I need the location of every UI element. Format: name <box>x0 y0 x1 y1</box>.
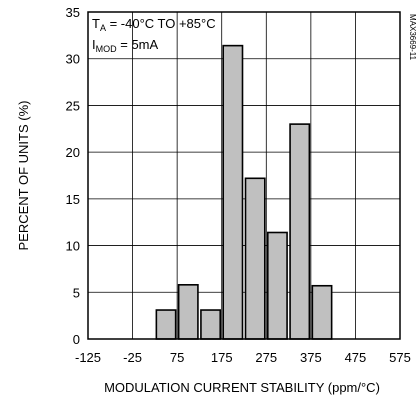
histogram-bar <box>266 231 288 340</box>
y-tick-label: 30 <box>66 52 80 67</box>
temperature-annotation: TA = -40°C TO +85°C <box>92 16 216 33</box>
y-axis-title: PERCENT OF UNITS (%) <box>16 101 31 251</box>
x-tick-label: 275 <box>255 350 277 365</box>
grid-lines <box>88 12 400 339</box>
histogram-bar <box>177 284 199 340</box>
histogram-bar <box>200 309 222 340</box>
x-tick-label: 175 <box>211 350 233 365</box>
part-number-label: MAX3669-11 <box>408 14 417 61</box>
x-tick-label: -125 <box>75 350 101 365</box>
histogram-bar <box>244 177 266 340</box>
x-tick-label: 475 <box>345 350 367 365</box>
modulation-current-annotation: IMOD = 5mA <box>92 37 158 54</box>
y-tick-label: 35 <box>66 5 80 20</box>
y-tick-labels: 0 5 10 15 20 25 30 35 <box>66 5 80 347</box>
x-axis-title: MODULATION CURRENT STABILITY (ppm/°C) <box>104 380 380 395</box>
x-tick-labels: -125 -25 75 175 275 375 475 575 <box>75 350 411 365</box>
y-tick-label: 5 <box>73 285 80 300</box>
y-tick-label: 10 <box>66 239 80 254</box>
histogram-bar <box>289 123 311 340</box>
histogram-bar <box>155 309 177 340</box>
x-tick-label: 75 <box>170 350 184 365</box>
x-tick-label: -25 <box>123 350 142 365</box>
y-tick-label: 20 <box>66 145 80 160</box>
plot-frame <box>87 11 401 340</box>
histogram-bar <box>222 44 244 340</box>
y-tick-label: 0 <box>73 332 80 347</box>
histogram-bar <box>311 284 333 340</box>
x-tick-label: 575 <box>389 350 411 365</box>
x-tick-label: 375 <box>300 350 322 365</box>
y-tick-label: 25 <box>66 98 80 113</box>
y-tick-label: 15 <box>66 192 80 207</box>
bars-group <box>155 44 333 340</box>
